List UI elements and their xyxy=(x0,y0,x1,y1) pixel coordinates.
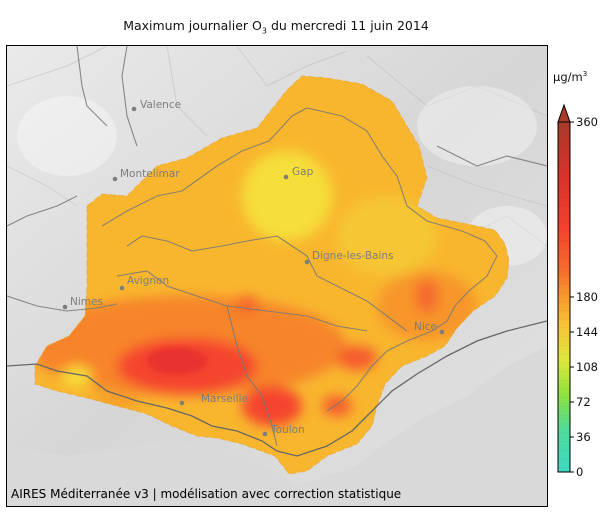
colorbar-tick-180: 180 xyxy=(576,290,598,304)
city-label-avignon: Avignon xyxy=(127,275,169,287)
city-label-marseille: Marseille xyxy=(201,393,248,405)
city-label-valence: Valence xyxy=(140,99,181,111)
colorbar-tick-108: 108 xyxy=(576,360,598,374)
city-label-digne-les-bains: Digne-les-Bains xyxy=(312,250,394,262)
map-panel[interactable]: Valence Montelimar Gap Digne-les-Bains A… xyxy=(6,45,548,507)
credit-text: AIRES Méditerranée v3 | modélisation ave… xyxy=(11,487,402,501)
colorbar: 0 36 72 108 144 180 360 xyxy=(557,103,598,479)
map-title: Maximum journalier O3 du mercredi 11 jui… xyxy=(123,18,429,36)
ozone-map: Valence Montelimar Gap Digne-les-Bains A… xyxy=(7,46,547,506)
colorbar-unit: µg/m3 xyxy=(553,70,588,84)
city-label-montelimar: Montelimar xyxy=(120,168,180,180)
colorbar-tick-36: 36 xyxy=(576,430,591,444)
city-label-toulon: Toulon xyxy=(270,424,305,436)
colorbar-extend-arrow xyxy=(557,103,571,123)
city-label-nice: Nice xyxy=(414,321,437,333)
colorbar-tick-72: 72 xyxy=(576,395,591,409)
colorbar-tick-360: 360 xyxy=(576,115,598,129)
colorbar-tick-0: 0 xyxy=(576,465,583,479)
city-label-gap: Gap xyxy=(292,166,314,178)
colorbar-tick-144: 144 xyxy=(576,325,598,339)
city-label-nimes: Nimes xyxy=(70,296,103,308)
